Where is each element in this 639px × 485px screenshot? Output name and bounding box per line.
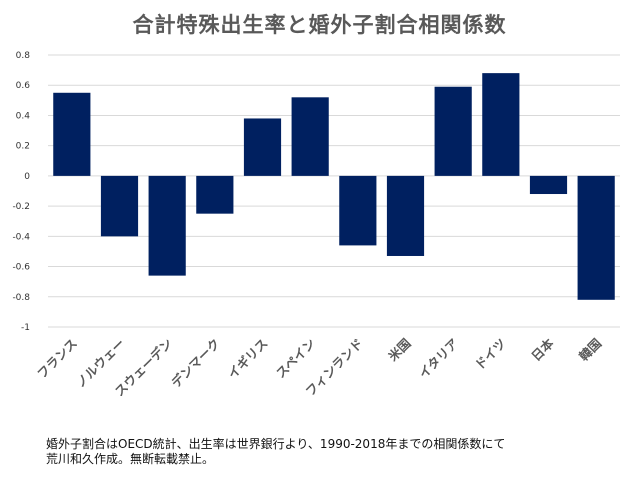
- category-label: デンマーク: [168, 336, 223, 391]
- bar: [386, 175, 425, 256]
- bar: [482, 73, 520, 176]
- category-label: フランス: [34, 336, 80, 382]
- footnote-line-2: 荒川和久作成。無断転載禁止。: [46, 452, 215, 466]
- y-tick-label: 0.2: [16, 142, 30, 152]
- y-axis-ticks: 0.8 0.6 0.4 0.2 0 -0.2 -0.4 -0.6 -0.8 -1: [12, 51, 30, 333]
- y-tick-label: -0.2: [12, 202, 30, 212]
- bar: [243, 118, 282, 176]
- bar: [148, 175, 186, 276]
- category-label: ドイツ: [472, 336, 509, 373]
- bar: [577, 175, 615, 300]
- y-tick-label: 0.8: [16, 51, 31, 61]
- category-label: イタリア: [416, 336, 462, 382]
- gridlines: [48, 54, 620, 328]
- category-label: スペイン: [273, 336, 318, 381]
- bar: [529, 175, 568, 195]
- y-tick-label: 0.6: [16, 81, 31, 91]
- y-tick-label: -0.4: [12, 232, 30, 242]
- bar: [196, 175, 234, 214]
- bar: [291, 97, 329, 176]
- bars: [53, 73, 615, 300]
- footnote: 婚外子割合はOECD統計、出生率は世界銀行より、1990-2018年までの相関係…: [46, 437, 626, 467]
- y-tick-label: 0: [24, 172, 30, 182]
- category-label: 韓国: [576, 336, 604, 364]
- bar: [339, 175, 377, 246]
- category-label: イギリス: [225, 336, 271, 382]
- y-tick-label: -0.8: [12, 293, 30, 303]
- y-tick-label: -0.6: [12, 263, 30, 273]
- category-label: 日本: [528, 335, 557, 364]
- bar: [100, 175, 139, 237]
- bar-chart: 0.8 0.6 0.4 0.2 0 -0.2 -0.4 -0.6 -0.8 -1 フランスノルウェ…: [12, 51, 620, 399]
- y-tick-label: 0.4: [16, 111, 31, 121]
- y-tick-label: -1: [21, 323, 30, 333]
- category-label: 米国: [385, 336, 414, 365]
- bar: [434, 86, 472, 176]
- footnote-line-1: 婚外子割合はOECD統計、出生率は世界銀行より、1990-2018年までの相関係…: [46, 437, 506, 451]
- bar: [53, 92, 91, 176]
- chart-title: 合計特殊出生率と婚外子割合相関係数: [132, 13, 507, 37]
